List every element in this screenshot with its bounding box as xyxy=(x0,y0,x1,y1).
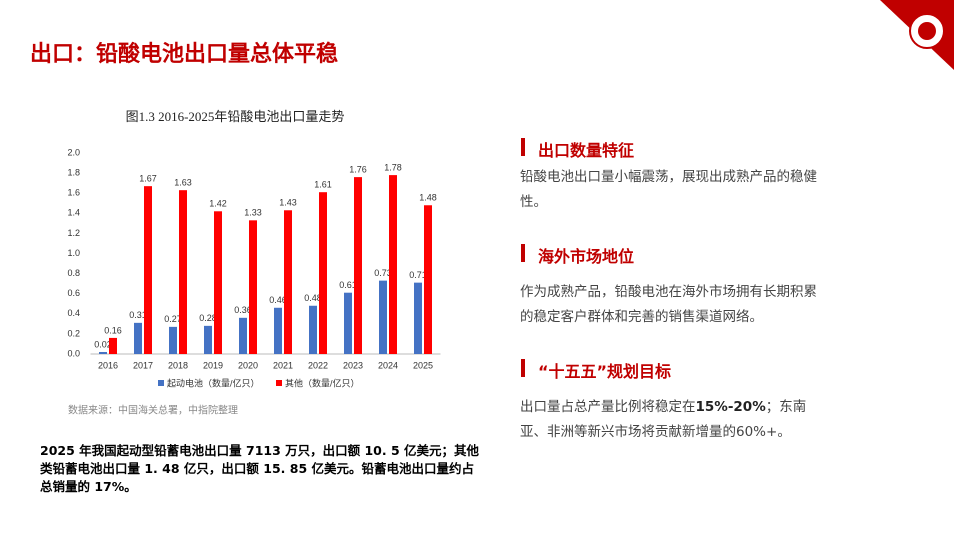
y-tick-label: 0.0 xyxy=(67,348,80,358)
y-tick-label: 1.8 xyxy=(67,167,80,177)
y-tick-label: 0.6 xyxy=(67,288,80,298)
x-tick-label: 2024 xyxy=(378,360,398,370)
data-label: 1.78 xyxy=(384,162,402,172)
data-label: 1.76 xyxy=(349,164,367,174)
chart: 图1.3 2016-2025年铅酸电池出口量走势 数据来源：中国海关总署，中指院… xyxy=(67,109,441,417)
section-body: 铅酸电池出口量小幅震荡，展现出成熟产品的稳健性。 xyxy=(520,165,820,215)
bar xyxy=(249,220,257,354)
y-tick-label: 1.2 xyxy=(67,228,80,238)
y-tick-label: 2.0 xyxy=(67,147,80,157)
data-label: 0.16 xyxy=(104,325,122,335)
data-label: 0.48 xyxy=(304,293,322,303)
bar xyxy=(134,322,142,354)
body-text: 出口量占总产量比例将稳定在 xyxy=(520,399,696,415)
heading-marker xyxy=(521,138,525,156)
y-tick-label: 1.0 xyxy=(67,248,80,258)
logo xyxy=(880,0,954,70)
data-label: 1.63 xyxy=(174,178,192,188)
bar xyxy=(379,280,387,354)
data-label: 0.31 xyxy=(129,310,147,320)
heading-marker xyxy=(521,244,525,262)
section-body: 作为成熟产品，铅酸电池在海外市场拥有长期积累的稳定客户群体和完善的销售渠道网络。 xyxy=(520,280,820,330)
y-tick-label: 0.2 xyxy=(67,328,80,338)
bar xyxy=(239,317,247,354)
x-tick-label: 2019 xyxy=(203,360,223,370)
bar xyxy=(144,186,152,354)
bar xyxy=(344,292,352,354)
bar xyxy=(99,351,107,354)
data-label: 1.67 xyxy=(139,174,157,184)
section-heading: “十五五”规划目标 xyxy=(538,362,672,381)
bar xyxy=(204,325,212,354)
y-tick-label: 0.8 xyxy=(67,268,80,278)
data-label: 1.61 xyxy=(314,180,332,190)
data-label: 0.36 xyxy=(234,305,252,315)
data-label: 0.02 xyxy=(94,339,112,349)
bar xyxy=(109,337,117,354)
body-text: 15%-20% xyxy=(695,399,766,415)
legend-label: 其他（数量/亿只） xyxy=(285,377,360,388)
body-text: 作为成熟产品，铅酸电池在海外市场拥有长期积累的稳定客户群体和完善的销售渠道网络。 xyxy=(520,284,817,325)
y-tick-label: 1.6 xyxy=(67,188,80,198)
data-label: 0.28 xyxy=(199,313,217,323)
x-tick-label: 2023 xyxy=(343,360,363,370)
chart-title: 图1.3 2016-2025年铅酸电池出口量走势 xyxy=(126,109,345,124)
bar xyxy=(424,205,432,354)
data-label: 1.33 xyxy=(244,208,262,218)
body-text: ；东南亚、非洲等新兴市场将贡献新增量的60%+。 xyxy=(520,399,807,440)
bar xyxy=(274,307,282,354)
bar xyxy=(319,192,327,354)
data-label: 0.27 xyxy=(164,314,182,324)
bar xyxy=(179,190,187,354)
bar xyxy=(309,305,317,354)
x-tick-label: 2016 xyxy=(98,360,118,370)
legend-swatch xyxy=(158,380,164,386)
x-tick-label: 2022 xyxy=(308,360,328,370)
bar xyxy=(284,210,292,354)
x-tick-label: 2020 xyxy=(238,360,258,370)
bar xyxy=(169,326,177,354)
section-heading: 海外市场地位 xyxy=(538,247,635,266)
data-label: 1.43 xyxy=(279,198,297,208)
y-tick-label: 1.4 xyxy=(67,208,80,218)
bar xyxy=(389,175,397,354)
x-tick-label: 2021 xyxy=(273,360,293,370)
bar xyxy=(354,177,362,354)
legend-swatch xyxy=(276,380,282,386)
data-label: 0.71 xyxy=(409,270,427,280)
bar xyxy=(214,211,222,354)
data-label: 0.46 xyxy=(269,295,287,305)
section-heading: 出口数量特征 xyxy=(538,141,635,160)
legend-label: 起动电池（数量/亿只） xyxy=(167,377,260,388)
data-label: 1.48 xyxy=(419,193,437,203)
x-tick-label: 2025 xyxy=(413,360,433,370)
x-tick-label: 2017 xyxy=(133,360,153,370)
heading-marker xyxy=(521,359,525,377)
x-tick-label: 2018 xyxy=(168,360,188,370)
section-body: 出口量占总产量比例将稳定在15%-20%；东南亚、非洲等新兴市场将贡献新增量的6… xyxy=(520,395,820,445)
source: 数据来源：中国海关总署，中指院整理 xyxy=(68,404,238,417)
summary: 2025 年我国起动型铅蓄电池出口量 7113 万只，出口额 10. 5 亿美元… xyxy=(40,443,480,494)
slide-title: 出口：铅酸电池出口量总体平稳 xyxy=(30,42,339,67)
y-tick-label: 0.4 xyxy=(67,308,80,318)
data-label: 0.73 xyxy=(374,268,392,278)
bar xyxy=(414,282,422,354)
data-label: 0.61 xyxy=(339,280,357,290)
body-text: 铅酸电池出口量小幅震荡，展现出成熟产品的稳健性。 xyxy=(520,169,817,210)
data-label: 1.42 xyxy=(209,199,227,209)
